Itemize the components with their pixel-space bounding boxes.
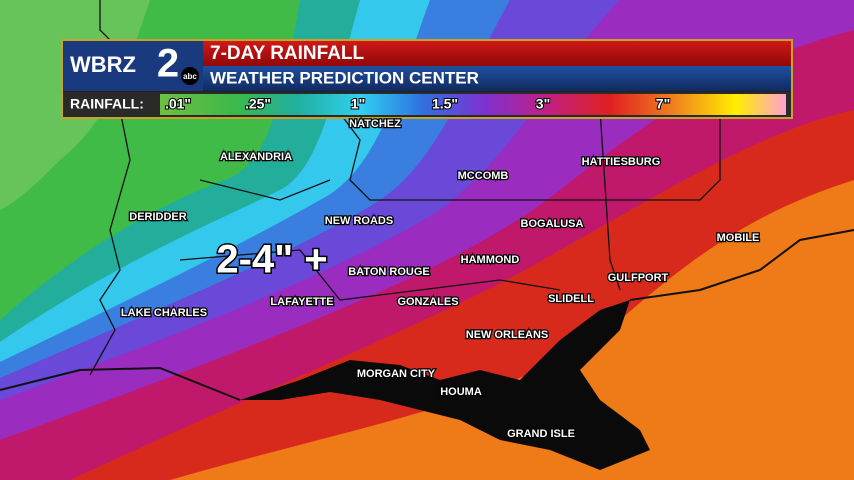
city-label: LAFAYETTE <box>270 296 333 308</box>
city-label: HOUMA <box>440 386 482 398</box>
title: 7-DAY RAINFALL <box>210 43 365 64</box>
city-label: MORGAN CITY <box>357 368 436 380</box>
city-label: MCCOMB <box>458 170 509 182</box>
city-label: LAKE CHARLES <box>121 307 207 319</box>
city-label: GONZALES <box>397 296 458 308</box>
city-label: ALEXANDRIA <box>220 151 292 163</box>
city-label: MOBILE <box>717 232 760 244</box>
city-label: BATON ROUGE <box>348 266 430 278</box>
legend-stop: 1.5" <box>432 96 458 112</box>
rainfall-annotation: 2-4" + <box>216 238 327 282</box>
coastal-marsh <box>240 300 650 470</box>
city-label: HAMMOND <box>461 254 520 266</box>
coastline <box>629 229 854 301</box>
title-bar <box>203 41 791 66</box>
legend-stop: 7" <box>656 96 670 112</box>
city-label: BOGALUSA <box>521 218 584 230</box>
subtitle: WEATHER PREDICTION CENTER <box>210 68 479 87</box>
city-label: GULFPORT <box>608 272 669 284</box>
city-label: SLIDELL <box>548 293 594 305</box>
city-label: NEW ROADS <box>325 215 393 227</box>
logo-network-badge <box>181 67 199 85</box>
city-label: DERIDDER <box>129 211 187 223</box>
legend-stop: .01" <box>165 96 191 112</box>
logo-network: abc <box>183 72 197 81</box>
city-label: GRAND ISLE <box>507 428 575 440</box>
city-labels: NATCHEZ ALEXANDRIA MCCOMB HATTIESBURG DERIDD… <box>120 117 761 442</box>
legend-label: RAINFALL: <box>70 96 144 112</box>
state-border <box>329 99 721 201</box>
county-line <box>199 179 331 201</box>
legend-stop: 3" <box>536 96 550 112</box>
state-border <box>599 109 621 291</box>
legend-scale <box>160 94 786 115</box>
legend-stop: .25" <box>245 96 271 112</box>
header: WBRZ 2 abc 7-DAY RAINFALL WEATHER PREDIC… <box>61 39 793 119</box>
legend-stops: .01" .25" 1" 1.5" 3" 7" <box>164 95 671 113</box>
city-label: HATTIESBURG <box>582 156 661 168</box>
subtitle-bar <box>203 66 791 91</box>
county-line <box>179 249 561 301</box>
coastline <box>0 366 241 401</box>
legend-stop: 1" <box>351 96 365 112</box>
logo-number: 2 <box>157 42 179 86</box>
logo-bg <box>63 41 203 91</box>
city-label: NEW ORLEANS <box>466 329 549 341</box>
logo-text: WBRZ <box>70 52 136 77</box>
city-label: NATCHEZ <box>349 118 401 130</box>
